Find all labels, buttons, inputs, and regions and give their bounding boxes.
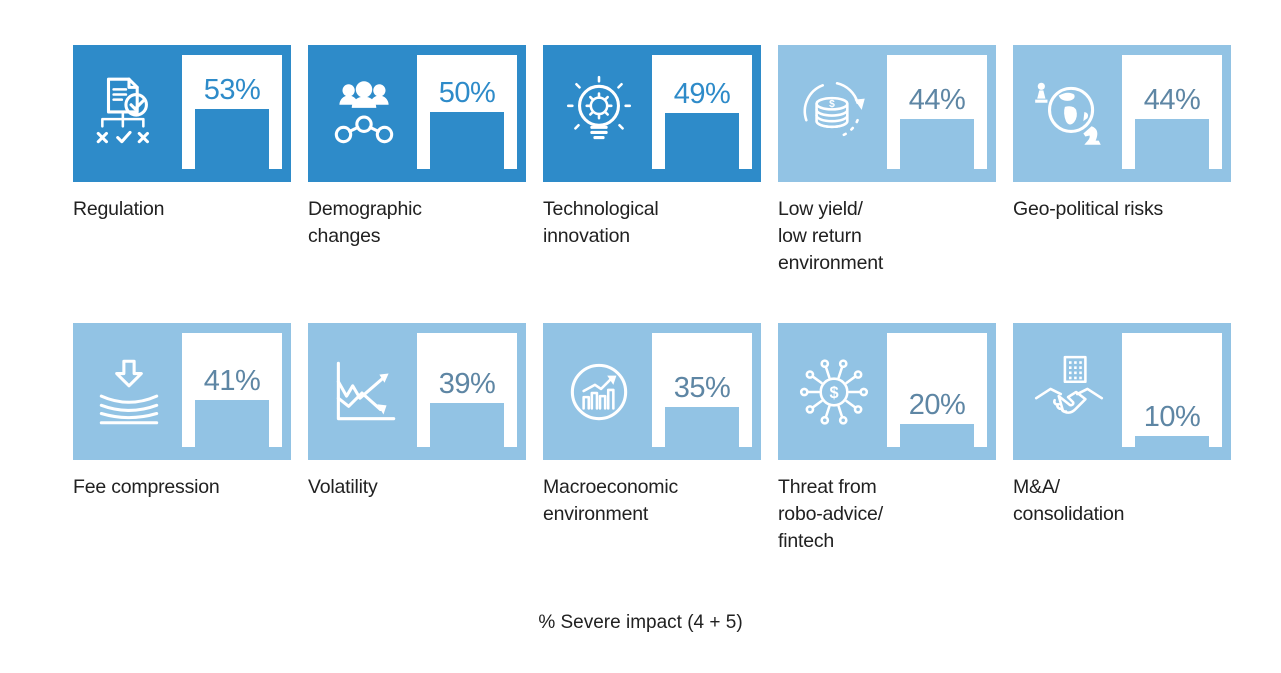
percent-gauge: 20% xyxy=(887,333,987,447)
tile-row-1: 53% Regulation 50% Demographic changes xyxy=(73,45,1231,277)
tile-label: M&A/ consolidation xyxy=(1013,476,1125,525)
tile-regulation: 53% Regulation xyxy=(73,45,291,277)
tile-card: 44% xyxy=(1013,45,1231,182)
handshake-building-icon xyxy=(1013,323,1125,460)
percent-bar xyxy=(195,108,269,169)
tile-label: Threat from robo-advice/ fintech xyxy=(778,476,883,552)
tile-label: Demographic changes xyxy=(308,198,422,247)
tile-label: Low yield/ low return environment xyxy=(778,198,884,274)
tile-card: 50% xyxy=(308,45,526,182)
percent-bar xyxy=(195,400,269,447)
coins-cycle-icon: $ xyxy=(778,45,890,182)
tile-ma-consolidation: 10% M&A/ consolidation xyxy=(1013,323,1231,555)
percent-bar xyxy=(430,112,504,169)
tile-label: Fee compression xyxy=(73,476,220,498)
tile-row-2: 41% Fee compression 39% Volatility xyxy=(73,323,1231,555)
percent-value: 41% xyxy=(203,365,261,398)
percent-value: 44% xyxy=(1143,83,1201,116)
percent-value: 49% xyxy=(673,78,731,111)
lightbulb-gear-icon xyxy=(543,45,655,182)
percent-gauge: 10% xyxy=(1122,333,1222,447)
percent-bar xyxy=(900,118,974,169)
fintech-network-icon: $ xyxy=(778,323,890,460)
percent-value: 53% xyxy=(203,73,261,106)
globe-chess-icon xyxy=(1013,45,1125,182)
tile-technological-innovation: 49% Technological innovation xyxy=(543,45,761,277)
percent-value: 35% xyxy=(673,372,731,405)
tile-card: 39% xyxy=(308,323,526,460)
chart-caption: % Severe impact (4 + 5) xyxy=(538,612,743,633)
percent-gauge: 50% xyxy=(417,55,517,169)
percent-bar xyxy=(1135,435,1209,447)
growth-circle-icon xyxy=(543,323,655,460)
tile-card: $ 20% xyxy=(778,323,996,460)
tile-label: Regulation xyxy=(73,198,165,220)
volatility-chart-icon xyxy=(308,323,420,460)
percent-bar xyxy=(665,113,739,169)
tile-label: Geo-political risks xyxy=(1013,198,1164,220)
percent-gauge: 49% xyxy=(652,55,752,169)
tile-geo-political-risks: 44% Geo-political risks xyxy=(1013,45,1231,277)
svg-text:$: $ xyxy=(829,98,835,109)
tile-card: 53% xyxy=(73,45,291,182)
percent-bar xyxy=(430,402,504,447)
tile-card: $ 44% xyxy=(778,45,996,182)
percent-value: 20% xyxy=(908,389,966,422)
tile-card: 49% xyxy=(543,45,761,182)
tile-demographic-changes: 50% Demographic changes xyxy=(308,45,526,277)
percent-bar xyxy=(1135,118,1209,169)
percent-value: 39% xyxy=(438,367,496,400)
percent-value: 44% xyxy=(908,83,966,116)
percent-bar xyxy=(665,407,739,447)
tile-card: 10% xyxy=(1013,323,1231,460)
percent-gauge: 39% xyxy=(417,333,517,447)
tile-card: 41% xyxy=(73,323,291,460)
tile-card: 35% xyxy=(543,323,761,460)
svg-text:$: $ xyxy=(829,384,838,402)
compression-arrow-icon xyxy=(73,323,185,460)
demographics-people-icon xyxy=(308,45,420,182)
tile-macroeconomic-environment: 35% Macroeconomic environment xyxy=(543,323,761,555)
tile-low-yield: $ 44% Low yield/ low return environment xyxy=(778,45,996,277)
tile-label: Macroeconomic environment xyxy=(543,476,679,525)
tile-fee-compression: 41% Fee compression xyxy=(73,323,291,555)
tile-label: Technological innovation xyxy=(543,198,659,247)
tile-volatility: 39% Volatility xyxy=(308,323,526,555)
percent-value: 50% xyxy=(438,77,496,109)
percent-value: 10% xyxy=(1143,400,1201,433)
tile-robo-advice: $ 20% Threat from robo-advice/ fintech xyxy=(778,323,996,555)
percent-gauge: 35% xyxy=(652,333,752,447)
tile-label: Volatility xyxy=(308,476,378,498)
regulation-document-icon xyxy=(73,45,185,182)
percent-gauge: 44% xyxy=(887,55,987,169)
percent-gauge: 44% xyxy=(1122,55,1222,169)
percent-gauge: 41% xyxy=(182,333,282,447)
percent-bar xyxy=(900,424,974,447)
percent-gauge: 53% xyxy=(182,55,282,169)
